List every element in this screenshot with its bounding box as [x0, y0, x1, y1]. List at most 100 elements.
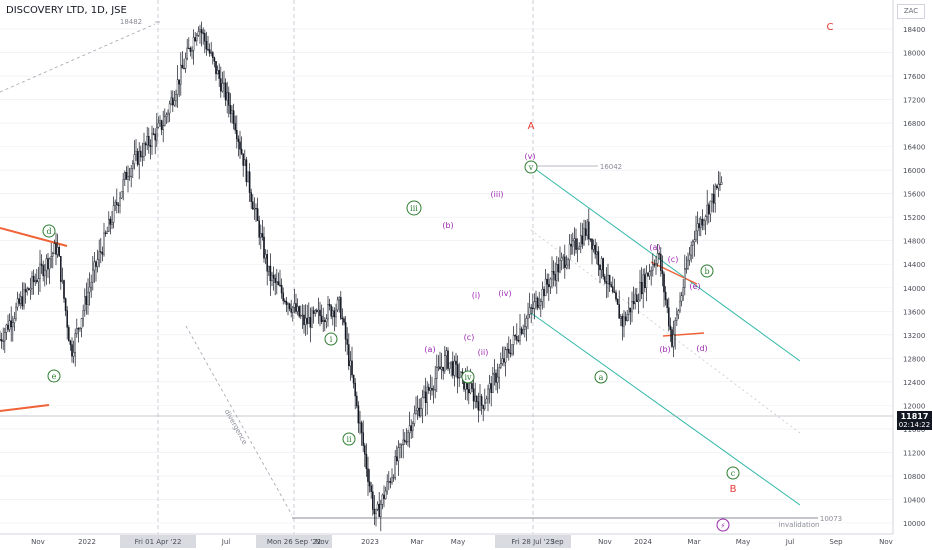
wave-circle — [47, 369, 61, 383]
candle-body — [306, 317, 309, 324]
x-tick-label: May — [451, 538, 465, 546]
candle-body — [47, 258, 49, 270]
candle-body — [28, 288, 30, 291]
candle-body — [154, 133, 157, 141]
candle-body — [586, 221, 588, 236]
candle-body — [242, 153, 245, 166]
channel-upper-line — [530, 165, 801, 362]
candle-body — [91, 269, 94, 283]
candle-body — [316, 310, 318, 312]
candle-body — [687, 259, 689, 269]
candle-body — [666, 299, 668, 308]
candle-body — [328, 304, 331, 307]
candle-body — [143, 143, 145, 157]
candle-body — [288, 303, 291, 309]
candle-body — [548, 284, 550, 288]
candle-body — [90, 281, 92, 288]
candle-body — [578, 246, 580, 250]
candle-body — [511, 344, 513, 355]
candle-body — [293, 303, 296, 308]
wave-label-primary: c — [731, 469, 736, 478]
candle-body — [115, 201, 118, 205]
candle-body — [319, 309, 321, 317]
x-tick-label: Nov — [315, 538, 329, 546]
candle-body — [243, 159, 246, 166]
wave-label-primary: e — [52, 372, 57, 381]
candle-body — [436, 367, 438, 379]
candle-body — [88, 286, 91, 293]
candle-body — [370, 485, 373, 493]
candle-body — [616, 298, 619, 305]
candle-body — [226, 92, 229, 101]
x-tick-label: Mon 26 Sep '22 — [267, 538, 321, 546]
candle-body — [434, 378, 437, 390]
candle-body — [700, 218, 702, 229]
candle-body — [620, 316, 622, 319]
candle-body — [151, 133, 153, 147]
candle-body — [75, 328, 78, 334]
candle-body — [375, 508, 377, 515]
candle-body — [127, 176, 129, 180]
y-tick-label: 13200 — [903, 332, 925, 340]
currency-button[interactable]: ZAC — [897, 4, 925, 19]
candle-body — [93, 261, 96, 271]
candle-body — [7, 324, 9, 330]
divergence-label: divergence — [223, 408, 249, 446]
candle-body — [61, 280, 64, 282]
candle-body — [301, 314, 304, 317]
y-tick-label: 18400 — [903, 26, 925, 34]
candle-body — [490, 383, 493, 393]
candle-body — [98, 251, 100, 260]
candle-body — [171, 97, 174, 106]
wave-label-intermediate: (a) — [424, 345, 435, 354]
candle-body — [187, 47, 190, 50]
candle-body — [388, 481, 390, 483]
candle-body — [440, 366, 443, 370]
candle-body — [36, 280, 38, 282]
candle-body — [424, 391, 427, 403]
wave-circle — [524, 160, 538, 174]
candle-body — [40, 263, 43, 266]
candle-body — [71, 344, 73, 357]
candle-body — [397, 447, 400, 462]
candle-body — [333, 310, 336, 318]
candle-body — [261, 233, 264, 238]
candle-body — [444, 355, 446, 372]
candle-body — [192, 37, 195, 51]
candle-body — [208, 49, 211, 54]
candle-body — [203, 33, 206, 42]
candle-body — [716, 185, 718, 189]
candle-body — [58, 246, 60, 257]
candle-body — [138, 150, 141, 165]
triangle-upper-line — [0, 227, 68, 247]
candle-body — [412, 423, 414, 431]
candle-body — [477, 401, 480, 411]
candle-body — [119, 197, 121, 206]
candle-body — [684, 268, 686, 288]
candle-body — [610, 284, 612, 287]
candle-body — [453, 360, 456, 376]
chart-title: DISCOVERY LTD, 1D, JSE — [6, 5, 127, 16]
candle-body — [408, 425, 411, 434]
x-tick-label: Jul — [221, 538, 231, 546]
candle-body — [285, 301, 288, 305]
wave-label-primary: d — [46, 227, 51, 236]
candle-body — [426, 386, 429, 403]
candle-body — [175, 94, 177, 101]
candle-body — [512, 335, 515, 345]
y-tick-label: 14800 — [903, 238, 925, 246]
candle-body — [63, 280, 65, 299]
candle-body — [135, 151, 137, 155]
candle-body — [303, 314, 305, 326]
candle-body — [528, 307, 531, 315]
candle-body — [55, 243, 57, 255]
candle-body — [5, 324, 8, 333]
candle-body — [300, 315, 302, 317]
candle-body — [258, 220, 261, 238]
candle-body — [231, 110, 233, 115]
candle-body — [34, 280, 36, 283]
candle-body — [176, 79, 179, 95]
candle-body — [720, 182, 723, 185]
projection-line — [0, 23, 156, 93]
